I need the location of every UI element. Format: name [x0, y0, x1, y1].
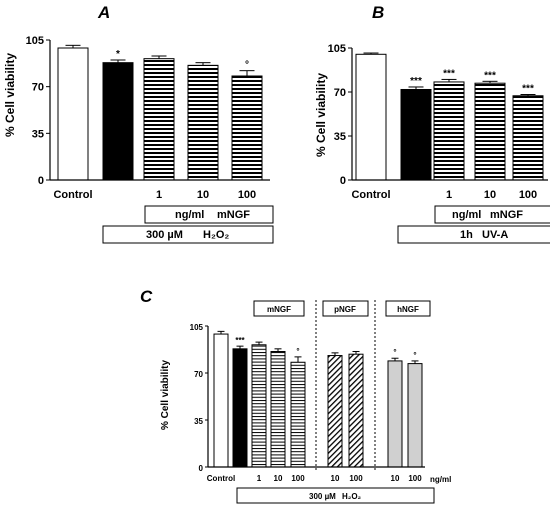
panel-c-x-tick-label: 1 — [257, 474, 262, 483]
panel-b-letter: B — [372, 3, 384, 22]
panel-a-bracket-mngf-unit: ng/ml — [175, 209, 204, 221]
panel-c-letter: C — [140, 287, 153, 306]
panel-a-bracket-mngf — [144, 205, 274, 224]
panel-b-bracket-treatment-time: 1h — [460, 229, 473, 241]
panel-c-group-box-hngf — [385, 300, 431, 317]
panel-b-bracket-mngf-label: mNGF — [490, 209, 523, 221]
panel-b-bracket-treatment-agent: UV-A — [482, 229, 508, 241]
panel-b-significance-marker: *** — [443, 68, 455, 79]
panel-c-group-label-mngf: mNGF — [267, 305, 291, 314]
panel-c-x-tick-label: 10 — [391, 474, 400, 483]
panel-c-x-tick-label: 100 — [291, 474, 305, 483]
panel-c-bar — [270, 351, 286, 468]
panel-a-bracket-mngf-label: mNGF — [217, 209, 250, 221]
panel-b-x-tick-label: 100 — [519, 189, 537, 201]
panel-c-group-label-pngf: pNGF — [334, 305, 356, 314]
panel-b-y-axis-label: % Cell viability — [314, 73, 328, 157]
panel-b-y-tick-label: 0 — [340, 175, 346, 187]
panel-c-x-tick-label: Control — [207, 474, 235, 483]
panel-c-group-box-mngf — [253, 300, 305, 317]
panel-b-x-tick-label: 1 — [446, 189, 452, 201]
panel-b-axes: 0 35 70 105 Control 1 10 100 — [328, 43, 548, 201]
panel-b-significance-marker: *** — [484, 70, 496, 81]
panel-a-y-tick-label: 105 — [26, 35, 44, 47]
panel-a-x-tick-label: Control — [53, 189, 92, 201]
panel-a-significance-marker: * — [116, 49, 120, 60]
panel-a-bracket-treatment-agent: H₂O₂ — [203, 229, 229, 241]
panel-c-significance-marker: ° — [296, 347, 299, 356]
panel-c-group-label-hngf: hNGF — [397, 305, 419, 314]
panel-a-x-tick-label: 10 — [197, 189, 209, 201]
panel-a-bar — [102, 62, 134, 181]
panel-b-significance-marker: *** — [522, 84, 534, 95]
panel-b-bracket-mngf-unit: ng/ml — [452, 209, 481, 221]
panel-a-bar — [57, 47, 89, 181]
panel-a-bracket-treatment-dose: 300 µM — [146, 229, 183, 241]
panel-b-bars: *** *** *** *** — [355, 52, 544, 181]
panel-b-bracket-mngf — [434, 205, 550, 224]
panel-c-x-tick-label: 10 — [274, 474, 283, 483]
panel-b-significance-marker: *** — [410, 76, 422, 87]
panel-c-axes: 0 35 70 105 Control 1 10 100 10 100 10 100 — [190, 323, 425, 483]
panel-c-bar — [348, 353, 364, 468]
panel-c-group-box-pngf — [322, 300, 369, 317]
panel-b-bar — [355, 53, 387, 181]
panel-a-bracket-treatment — [102, 225, 274, 244]
panel-b-bar — [474, 82, 506, 181]
panel-b-x-tick-label: 10 — [484, 189, 496, 201]
panel-b-y-tick-label: 35 — [334, 131, 346, 143]
panel-c-y-tick-label: 70 — [194, 370, 203, 379]
panel-a-y-axis-label: % Cell viability — [3, 53, 17, 137]
panel-c-y-tick-label: 35 — [194, 417, 203, 426]
panel-c-significance-marker: ° — [393, 348, 396, 357]
panel-a-bar — [187, 64, 219, 181]
panel-c-y-tick-label: 0 — [199, 464, 204, 473]
panel-b-bar — [512, 95, 544, 181]
panel-a-x-tick-label: 1 — [156, 189, 162, 201]
panel-a-bar — [231, 75, 263, 181]
panel-c-bar — [251, 344, 267, 468]
panel-c-bracket-treatment-agent: H₂O₂ — [342, 492, 362, 501]
panel-b-bracket-treatment — [397, 225, 550, 244]
panel-c-significance-marker: *** — [235, 336, 245, 345]
panel-a-bars: *° — [57, 44, 263, 181]
panel-c-y-tick-label: 105 — [190, 323, 204, 332]
panel-c-bar — [290, 361, 306, 468]
panel-b: B *** *** *** *** 0 35 70 105 Control 1 10 100 % C… — [314, 3, 550, 244]
panel-a-y-tick-label: 70 — [32, 82, 44, 94]
panel-b-bar — [400, 88, 432, 181]
panel-b-bar — [433, 81, 465, 181]
panel-c-bar — [407, 363, 423, 468]
panel-b-x-tick-label: Control — [351, 189, 390, 201]
panel-c-y-axis-label: % Cell viability — [160, 360, 171, 430]
panel-c: C *** ° ° ° 0 35 70 105 Control 1 10 100 10 100 10 100… — [140, 287, 451, 504]
panel-a-axes: 0 35 70 105 Control 1 10 100 — [26, 35, 270, 201]
panel-a-y-tick-label: 35 — [32, 128, 44, 140]
panel-c-x-tick-label: 100 — [408, 474, 422, 483]
panel-c-bar — [213, 333, 229, 468]
panel-a-bar — [143, 58, 175, 181]
panel-a-letter: A — [97, 3, 110, 22]
panel-a-x-tick-label: 100 — [238, 189, 256, 201]
panel-c-x-tick-label: 10 — [331, 474, 340, 483]
panel-c-bracket-treatment-dose: 300 µM — [309, 492, 336, 501]
panel-c-bars: *** ° ° ° — [213, 330, 423, 468]
panel-c-significance-marker: ° — [413, 351, 416, 360]
panel-c-x-unit: ng/ml — [430, 475, 451, 484]
panel-a-y-tick-label: 0 — [38, 175, 44, 187]
panel-b-y-tick-label: 70 — [334, 87, 346, 99]
panel-c-x-tick-label: 100 — [349, 474, 363, 483]
panel-c-bracket-treatment — [236, 487, 435, 504]
panel-b-y-tick-label: 105 — [328, 43, 346, 55]
panel-a-significance-marker: ° — [245, 60, 249, 71]
panel-c-bar — [327, 355, 343, 468]
panel-c-bar — [232, 348, 248, 468]
panel-c-bar — [387, 360, 403, 468]
